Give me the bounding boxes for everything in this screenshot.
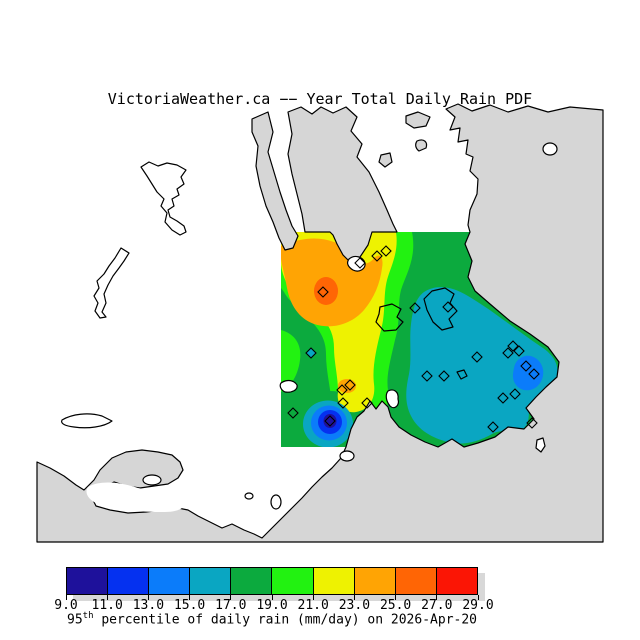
islet-1 xyxy=(244,492,254,500)
station-marker xyxy=(513,345,525,357)
colorbar-tick xyxy=(230,595,232,600)
colorbar-segment-19-21 xyxy=(271,568,313,594)
station-marker xyxy=(361,397,373,409)
station-marker xyxy=(438,370,450,382)
station-marker xyxy=(520,360,532,372)
colorbar-tick-label: 15.0 xyxy=(173,598,206,613)
islet-2 xyxy=(270,494,282,510)
strait-island-2 xyxy=(415,139,428,152)
colorbar-segment-23-25 xyxy=(353,568,395,594)
strait-island-3 xyxy=(378,152,393,168)
colorbar-tick xyxy=(477,595,479,600)
colorbar-tick-label: 19.0 xyxy=(256,598,288,613)
colorbar-segment-17-19 xyxy=(230,568,272,594)
station-marker xyxy=(371,250,383,262)
station-marker xyxy=(337,397,349,409)
station-marker xyxy=(487,421,499,433)
thin-island xyxy=(61,413,113,429)
colorbar-segment-25-27 xyxy=(394,568,436,594)
caption-number: 95 xyxy=(66,612,83,628)
page-title: VictoriaWeather.ca −− Year Total Daily R… xyxy=(107,90,533,108)
colorbar-segment-11-13 xyxy=(107,568,149,594)
colorbar-tick xyxy=(147,595,149,600)
lake-east xyxy=(542,142,558,156)
colorbar-tick-label: 13.0 xyxy=(132,598,165,613)
colorbar-tick-label: 17.0 xyxy=(215,598,247,613)
colorbar-tick-label: 9.0 xyxy=(54,598,78,613)
station-marker xyxy=(442,301,454,313)
station-marker xyxy=(421,370,433,382)
outlined-island-southwest xyxy=(93,247,130,319)
island-victoria-west xyxy=(339,450,355,462)
caption-superscript: th xyxy=(82,611,94,621)
island-spit xyxy=(535,437,546,453)
water-features xyxy=(61,142,558,512)
colorbar-segment-9-11 xyxy=(67,568,108,594)
colorbar-tick xyxy=(189,595,191,600)
station-marker xyxy=(502,347,514,359)
station-marker xyxy=(528,368,540,380)
station-marker xyxy=(509,388,521,400)
sooke-bay xyxy=(86,482,186,512)
bullseye-core-9-11 xyxy=(323,414,337,428)
colorbar-tick-label: 25.0 xyxy=(379,598,412,613)
station-marker xyxy=(354,257,366,269)
station-marker xyxy=(344,379,356,391)
island-in-green xyxy=(375,303,404,332)
island-tiny xyxy=(456,369,468,380)
small-lake xyxy=(142,474,162,486)
colorbar-tick xyxy=(106,595,108,600)
contour-band-19-21-west xyxy=(281,330,301,392)
contour-region-islands xyxy=(375,287,468,380)
colorbar-tick-label: 21.0 xyxy=(297,598,329,613)
colorbar-tick-label: 27.0 xyxy=(421,598,453,613)
strait-island-1 xyxy=(405,111,431,129)
colorbar xyxy=(66,567,478,595)
colorbar-tick-label: 29.0 xyxy=(462,598,494,613)
colorbar-caption: 95th percentile of daily rain (mm/day) o… xyxy=(67,611,477,627)
island-left-edge xyxy=(279,379,298,393)
harbour-inlet xyxy=(385,389,399,409)
contour-patch-13-15 xyxy=(512,355,544,391)
colorbar-segment-27-29 xyxy=(435,568,477,594)
colorbar-tick xyxy=(436,595,438,600)
contour-core-25-27 xyxy=(314,277,338,305)
station-marker xyxy=(471,351,483,363)
colorbar-tick xyxy=(312,595,314,600)
colorbar-tick-label: 23.0 xyxy=(338,598,371,613)
outlined-island-saltspring xyxy=(140,161,187,236)
station-marker xyxy=(317,286,329,298)
colorbar-tick xyxy=(353,595,355,600)
colorbar-tick-label: 11.0 xyxy=(91,598,123,613)
station-markers xyxy=(287,245,540,433)
coastline-west-ridge xyxy=(251,111,299,251)
station-marker xyxy=(324,415,336,427)
colorbar-segment-15-17 xyxy=(189,568,231,594)
island-in-blue xyxy=(423,287,458,331)
coastline-peninsula xyxy=(287,106,398,264)
contour-band-15-17 xyxy=(406,287,558,444)
station-marker xyxy=(409,302,421,314)
caption-text: percentile of daily rain (mm/day) on 202… xyxy=(93,612,478,628)
colorbar-tick xyxy=(65,595,67,600)
station-marker xyxy=(380,245,392,257)
station-marker xyxy=(305,347,317,359)
station-marker xyxy=(507,340,519,352)
station-marker xyxy=(336,384,348,396)
station-marker xyxy=(497,392,509,404)
colorbar-tick xyxy=(271,595,273,600)
colorbar-segment-21-23 xyxy=(312,568,354,594)
station-marker xyxy=(526,417,538,429)
contour-spot-23-25 xyxy=(338,379,356,393)
colorbar-segment-13-15 xyxy=(148,568,190,594)
station-marker xyxy=(287,407,299,419)
colorbar-tick xyxy=(395,595,397,600)
